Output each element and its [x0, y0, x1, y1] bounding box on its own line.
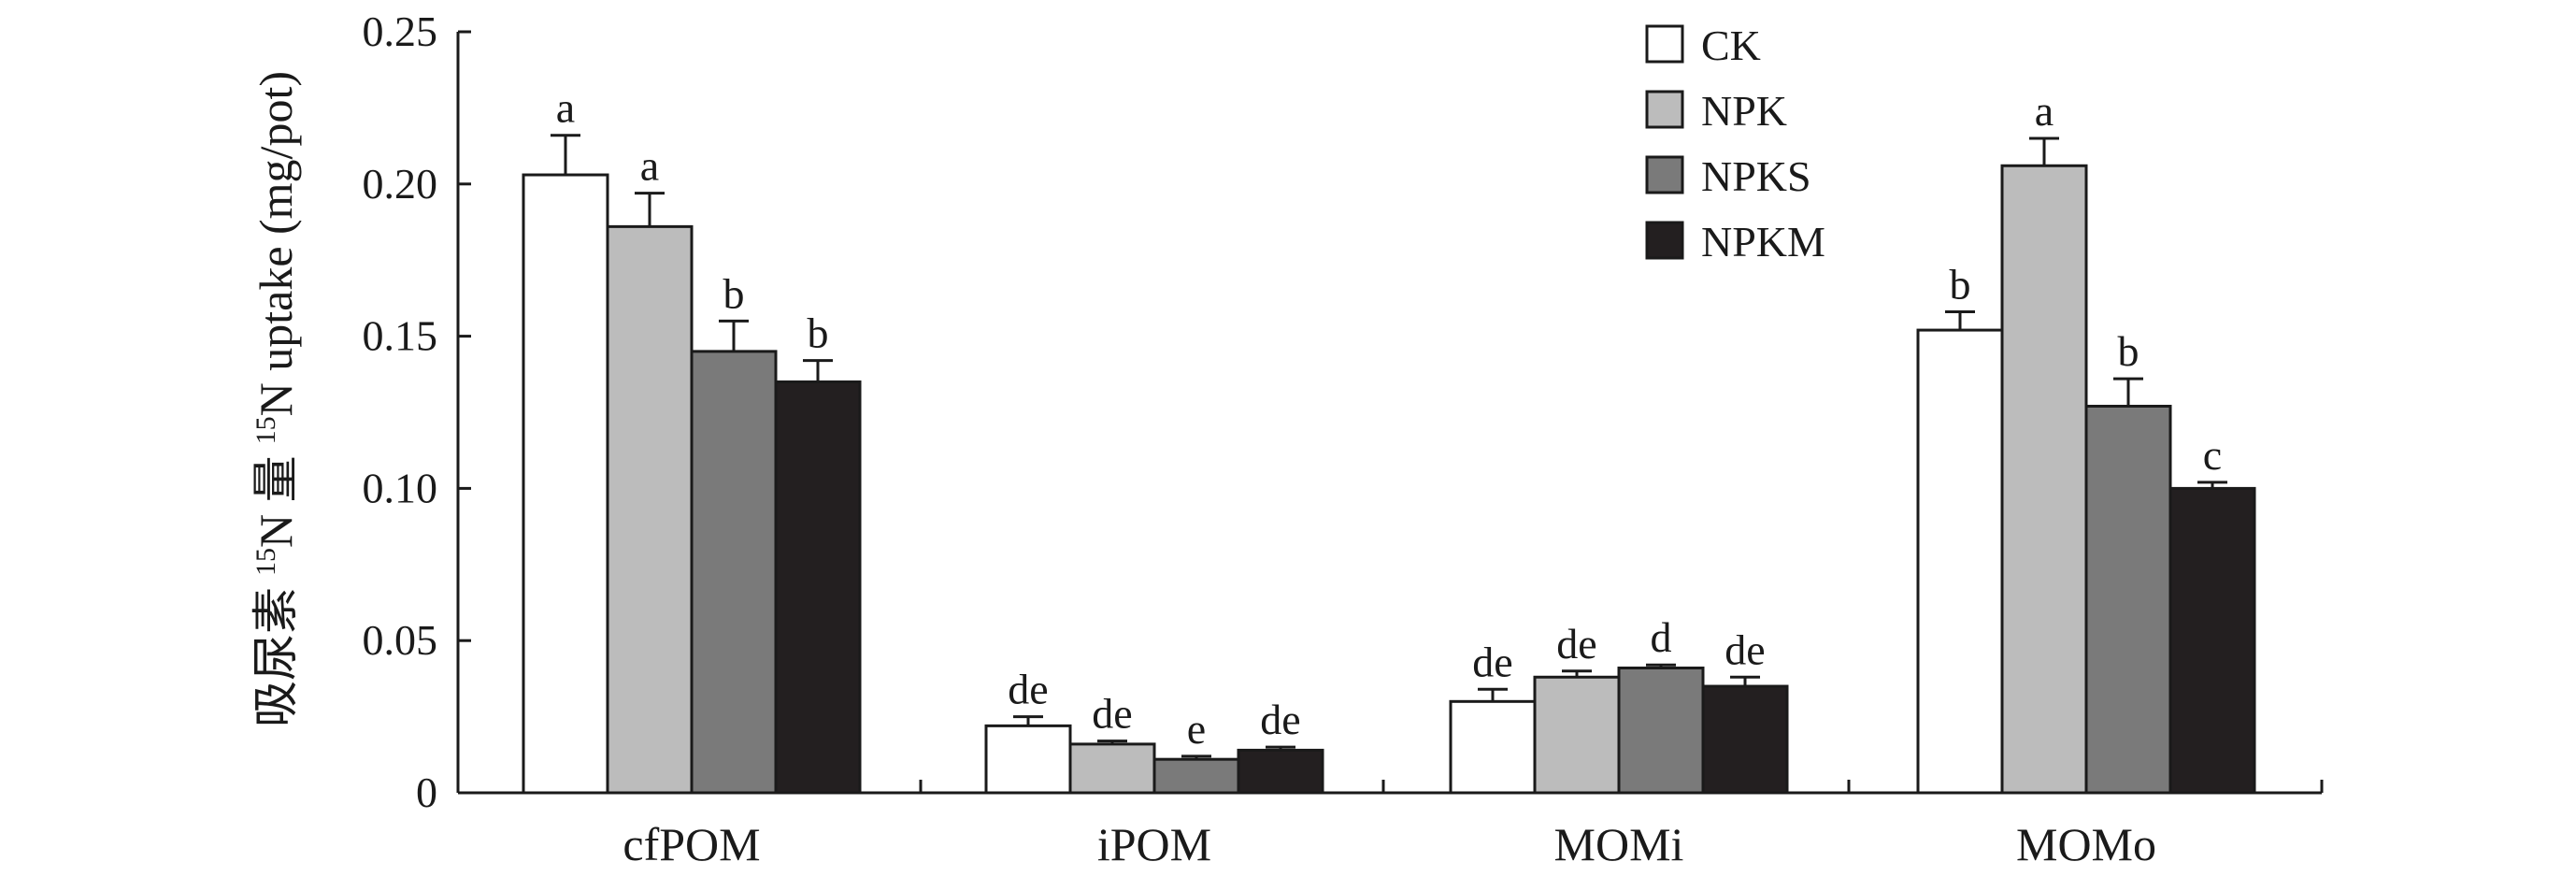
significance-letter: b: [2118, 327, 2140, 375]
legend-label: NPKS: [1701, 152, 1811, 200]
x-category-label: iPOM: [1097, 818, 1211, 870]
bar-npks-ipom: [1152, 757, 1240, 795]
significance-letter: b: [1950, 261, 1971, 309]
bar-ck-momo: [1916, 328, 2004, 795]
legend: CK NPK NPKS NPKM: [1645, 22, 1825, 266]
y-axis-label: 吸尿素15N 量15N uptake (mg/pot): [250, 71, 302, 727]
significance-letter: c: [2203, 431, 2222, 479]
significance-letter: e: [1187, 705, 1206, 753]
significance-letter: b: [723, 269, 745, 317]
significance-letter: a: [2035, 87, 2054, 135]
bar-npkm-ipom: [1237, 748, 1324, 795]
significance-letter: de: [1556, 620, 1596, 668]
y-tick-label: 0.25: [363, 7, 438, 55]
y-tick-label: 0.10: [363, 464, 438, 511]
bar-npk-cfpom: [606, 224, 694, 795]
legend-swatch: [1645, 24, 1684, 64]
y-tick-label: 0.05: [363, 616, 438, 664]
legend-label: CK: [1701, 22, 1761, 69]
y-tick-label: 0.15: [363, 312, 438, 360]
significance-letter: d: [1651, 613, 1672, 661]
x-category-label: cfPOM: [623, 818, 760, 870]
x-category-labels: cfPOM iPOM MOMi MOMo: [623, 818, 2156, 870]
x-category-label: MOMo: [2016, 818, 2156, 870]
bar-npk-momi: [1533, 675, 1621, 795]
legend-swatch: [1645, 90, 1684, 129]
bar-ck-cfpom: [522, 173, 609, 795]
bar-npkm-momi: [1701, 684, 1789, 795]
y-tick-label: 0: [416, 768, 437, 816]
significance-letter: a: [640, 142, 659, 190]
significance-letter: de: [1092, 690, 1132, 738]
legend-label: NPKM: [1701, 218, 1825, 266]
bar-npk-momo: [2000, 164, 2088, 795]
bars: [522, 164, 2256, 795]
significance-letter: de: [1724, 625, 1765, 673]
significance-letter: a: [556, 84, 575, 132]
bar-npks-momo: [2084, 404, 2172, 795]
significance-letter: de: [1008, 666, 1048, 713]
bar-npkm-cfpom: [774, 380, 862, 795]
error-bars: [551, 134, 2227, 760]
bar-ck-ipom: [984, 724, 1072, 795]
bar-npkm-momo: [2168, 486, 2256, 795]
x-category-label: MOMi: [1554, 818, 1684, 870]
legend-swatch: [1645, 155, 1684, 194]
y-tick-label: 0.20: [363, 160, 438, 208]
legend-swatch: [1645, 221, 1684, 260]
significance-letter: de: [1260, 696, 1300, 743]
bar-npk-ipom: [1068, 742, 1156, 795]
y-ticks: 0 0.05 0.10 0.15 0.20 0.25: [363, 7, 471, 816]
significance-letter: b: [808, 309, 829, 357]
bar-npks-momi: [1617, 667, 1705, 795]
significance-letter: de: [1472, 638, 1512, 685]
bar-ck-momi: [1449, 699, 1537, 795]
legend-label: NPK: [1701, 87, 1787, 135]
bar-npks-cfpom: [690, 350, 778, 795]
